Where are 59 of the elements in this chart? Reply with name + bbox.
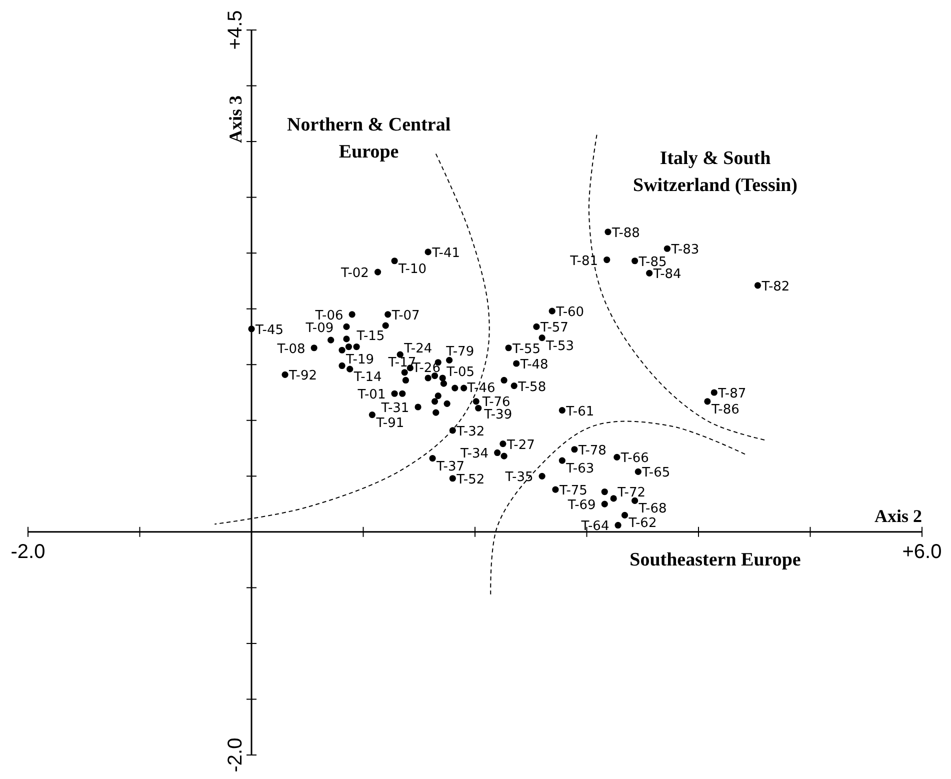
data-label: T-39 [483,407,512,422]
data-label: T-82 [760,279,790,294]
data-label: T-31 [380,401,410,416]
data-label: T-24 [403,342,432,357]
data-label: T-53 [545,338,574,354]
data-label: T-14 [352,370,382,386]
data-label: T-88 [610,226,640,241]
x-tick-label: +6.0 [902,540,942,563]
data-label: T-19 [345,352,374,368]
data-label: T-75 [558,484,588,499]
data-label: T-81 [569,254,598,269]
data-label: T-17 [387,355,416,370]
data-label: T-45 [254,322,284,338]
data-label: T-65 [641,466,670,481]
data-label: T-79 [445,344,474,360]
data-label: T-61 [565,404,594,420]
data-label: T-69 [566,498,596,514]
data-label: T-58 [517,380,546,395]
data-label: T-41 [431,246,460,261]
data-label: T-68 [638,502,667,517]
data-label: T-78 [577,443,606,458]
x-axis-title: Axis 2 [874,506,922,526]
y-tick-label: +4.5 [224,10,246,50]
annotation: Italy & South Switzerland (Tessin) [633,148,798,196]
data-label: T-52 [456,472,485,488]
data-label: T-48 [519,358,548,372]
data-label: T-37 [436,459,465,474]
data-label: T-84 [652,267,682,282]
data-label: T-85 [638,254,667,270]
data-label: T-01 [356,388,386,403]
data-label: T-27 [506,438,535,453]
data-label: T-66 [620,451,649,466]
data-label: T-08 [276,342,306,357]
annotation: Northern & Central Europe [287,114,451,162]
data-label: T-32 [456,424,485,440]
data-label: T-91 [375,416,404,431]
data-label: T-55 [512,342,541,357]
data-label: T-87 [717,386,746,402]
data-label: T-10 [398,262,427,277]
data-label: T-64 [580,519,610,534]
data-label: T-15 [356,328,385,344]
data-label: T-09 [304,320,334,336]
data-label: T-62 [628,516,657,532]
data-label: T-60 [555,305,584,320]
data-label: T-72 [616,485,646,500]
annotation: Southeastern Europe [630,549,801,570]
y-axis-title: Axis 3 [226,95,246,143]
data-label: T-06 [314,308,344,324]
data-label: T-83 [670,242,700,258]
data-label: T-86 [710,402,740,418]
data-label: T-07 [390,308,420,324]
data-label: T-05 [446,365,475,380]
data-label: T-34 [460,446,489,462]
data-label: T-46 [466,381,496,396]
data-label: T-35 [504,470,534,486]
data-label: T-92 [288,368,318,384]
data-label: T-02 [340,266,369,282]
data-label: T-63 [565,462,594,477]
data-label: T-57 [539,320,568,336]
